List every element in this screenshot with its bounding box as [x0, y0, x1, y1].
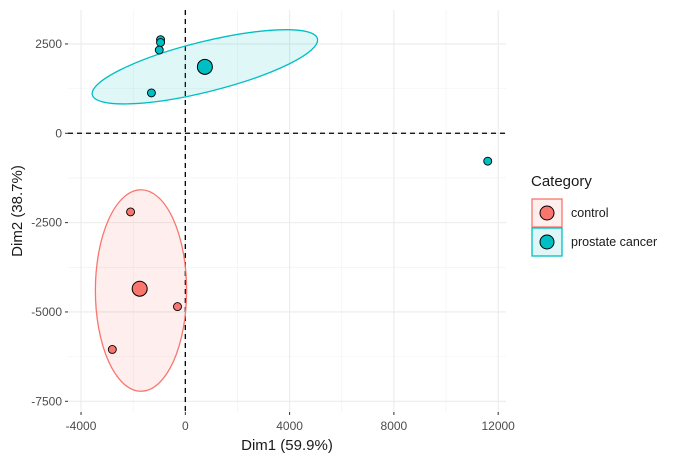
x-tick-label: 0 — [182, 419, 189, 433]
x-tick-label: 4000 — [276, 419, 303, 433]
prostate-cancer-point — [156, 38, 166, 47]
plot-area — [68, 10, 506, 412]
prostate-cancer-legend-marker — [539, 234, 555, 250]
prostate-cancer-point — [483, 156, 493, 166]
control-point — [107, 345, 117, 354]
reference-lines — [68, 10, 506, 412]
prostate-cancer-centroid — [196, 58, 213, 75]
y-tick-label: 2500 — [35, 37, 62, 51]
y-tick-label: -2500 — [31, 216, 62, 230]
y-tick-label: -5000 — [31, 305, 62, 319]
prostate-cancer-point — [154, 45, 164, 55]
legend-title: Category — [531, 173, 592, 190]
y-axis-ticks: -7500 -5000 -2500 0 2500 — [31, 37, 68, 408]
x-tick-label: 12000 — [481, 419, 515, 433]
x-tick-label: 8000 — [381, 419, 408, 433]
y-axis-title: Dim2 (38.7%) — [9, 165, 26, 257]
x-tick-label: -4000 — [66, 419, 97, 433]
control-point — [173, 302, 182, 312]
legend: Category control prostate cancer — [531, 173, 657, 257]
control-point — [126, 207, 136, 217]
data-points — [107, 35, 493, 354]
prostate-cancer-legend-label: prostate cancer — [571, 235, 657, 249]
control-centroid — [131, 280, 148, 297]
control-legend-label: control — [571, 206, 609, 220]
control-legend-marker — [539, 205, 555, 221]
y-tick-label: -7500 — [31, 394, 62, 408]
plot-panel — [68, 10, 506, 412]
y-tick-label: 0 — [55, 126, 62, 140]
x-axis-title: Dim1 (59.9%) — [241, 437, 333, 454]
x-axis-ticks: -4000 0 4000 8000 12000 — [66, 412, 515, 433]
prostate-cancer-point — [146, 88, 156, 98]
